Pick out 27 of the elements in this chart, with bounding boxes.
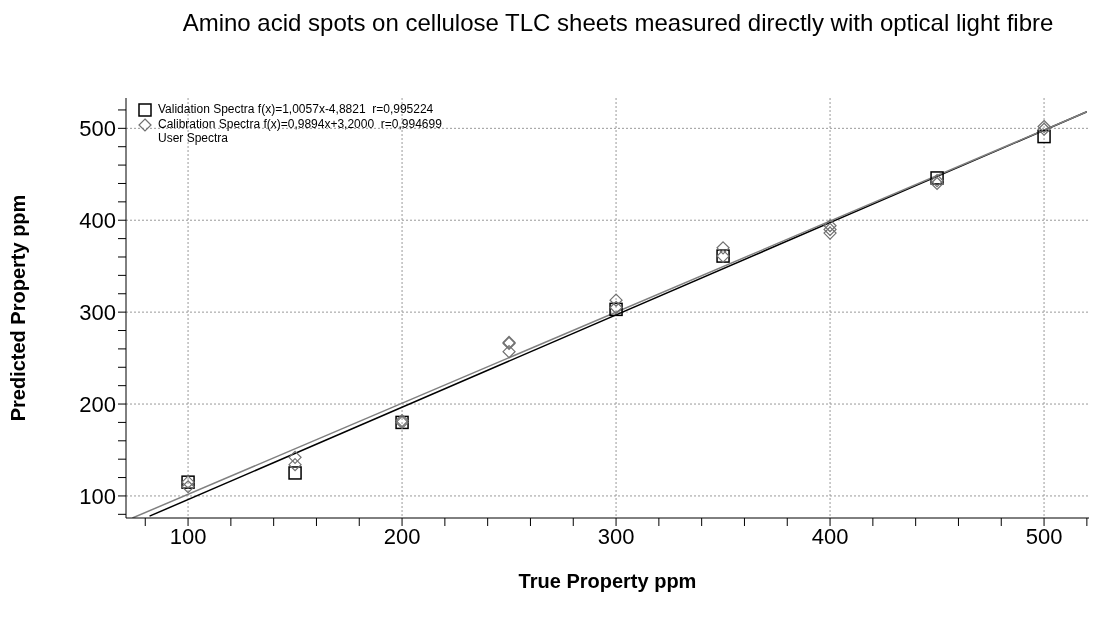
point [609,293,623,307]
x-tick-label: 500 [1025,523,1063,549]
point [288,466,302,480]
point [823,219,837,233]
x-axis-title: True Property ppm [518,570,697,592]
x-tick-label: 100 [169,523,207,549]
y-tick-label: 100 [79,483,116,509]
point [288,450,302,464]
legend-label: Validation Spectra f(x)=1,0057x-4,8821 r=0,995224 [157,102,435,117]
x-tick-label: 400 [811,523,849,549]
point [823,226,837,240]
y-tick-label: 400 [79,208,116,234]
annotation: User Spectra [157,131,230,145]
y-tick-label: 300 [79,299,116,325]
point [181,480,195,494]
point [502,345,516,359]
chart-title: Amino acid spots on cellulose TLC sheets measured directly with optical light fibre [181,8,1055,38]
point [1037,129,1051,144]
y-axis-title: Predicted Property ppm [7,194,30,422]
point [823,222,837,237]
y-tick-label: 500 [79,116,116,142]
point [288,458,302,472]
point [716,241,730,255]
legend-label: Calibration Spectra f(x)=0,9894x+3,2000 r=0,994699 [157,117,442,132]
y-tick-label: 200 [79,391,116,417]
x-tick-label: 300 [597,523,635,549]
x-tick-label: 200 [383,523,421,549]
